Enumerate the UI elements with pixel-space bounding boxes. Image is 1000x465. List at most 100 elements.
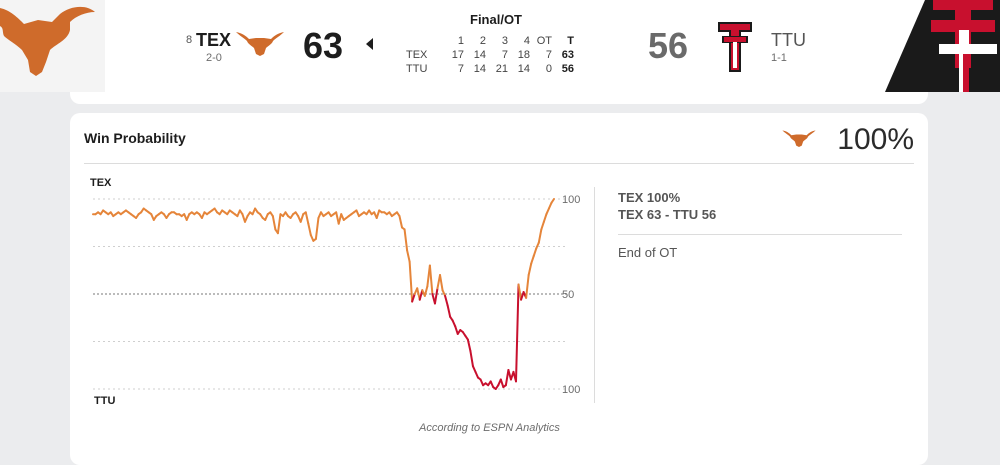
linescore-cell: 14 bbox=[473, 63, 486, 75]
win-probability-segment bbox=[314, 217, 320, 240]
win-probability-segment bbox=[499, 378, 505, 389]
linescore-team: TEX bbox=[406, 49, 428, 61]
win-probability-segment bbox=[547, 201, 553, 210]
linescore-team: TTU bbox=[406, 63, 428, 75]
win-probability-segment bbox=[433, 287, 439, 305]
win-probability-segment bbox=[200, 211, 206, 219]
win-probability-segment bbox=[474, 370, 480, 379]
ttu-abbr[interactable]: TTU bbox=[771, 30, 806, 50]
win-probability-segment bbox=[451, 319, 457, 328]
win-probability-segment bbox=[418, 289, 424, 301]
win-probability-segment bbox=[466, 338, 472, 352]
win-probability-segment bbox=[337, 213, 343, 225]
linescore-cell: 7 bbox=[545, 49, 552, 61]
linescore-table: 1 2 3 4 OT T TEX 17 14 7 18 7 63 TTU 7 1… bbox=[406, 34, 574, 76]
side-separator bbox=[618, 234, 902, 235]
side-play-text: End of OT bbox=[618, 245, 678, 260]
current-win-pct: 100% bbox=[837, 123, 914, 156]
longhorn-icon[interactable] bbox=[236, 30, 284, 61]
win-probability-segment bbox=[276, 213, 282, 235]
winner-caret-icon bbox=[366, 38, 373, 50]
win-probability-segment bbox=[264, 213, 269, 221]
win-probability-segment bbox=[479, 378, 485, 387]
win-probability-segment bbox=[428, 264, 434, 295]
side-divider bbox=[594, 187, 595, 403]
tex-record: 2-0 bbox=[206, 52, 222, 64]
win-probability-segment bbox=[406, 249, 411, 263]
win-probability-segment bbox=[439, 274, 444, 292]
linescore-cell: 17 bbox=[451, 49, 464, 61]
win-probability-segment bbox=[517, 283, 523, 301]
linescore-header: 1 bbox=[457, 35, 464, 47]
linescore-total: 63 bbox=[561, 49, 574, 61]
card-title: Win Probability bbox=[84, 130, 186, 146]
win-probability-segment bbox=[537, 228, 543, 244]
win-probability-segment bbox=[411, 293, 416, 303]
chart-y-ticks: 100 50 100 bbox=[562, 194, 580, 396]
win-probability-segment bbox=[527, 262, 533, 276]
ttu-score: 56 bbox=[648, 25, 689, 66]
chart-top-team-label: TEX bbox=[90, 177, 112, 189]
win-probability-segment bbox=[398, 215, 404, 229]
ttu-record: 1-1 bbox=[771, 52, 787, 64]
win-probability-segment bbox=[271, 215, 277, 231]
linescore-header: 3 bbox=[501, 35, 508, 47]
chart-grid bbox=[93, 198, 568, 390]
tex-rank: 8 bbox=[186, 34, 193, 46]
win-probability-segment bbox=[375, 209, 381, 219]
tex-banner-logo bbox=[0, 0, 105, 92]
linescore-total: 56 bbox=[561, 63, 574, 75]
linescore-cell: 18 bbox=[517, 49, 530, 61]
win-probability-segment bbox=[550, 198, 555, 204]
win-probability-segment bbox=[304, 211, 310, 225]
y-tick-label: 100 bbox=[562, 384, 580, 396]
linescore-cell: 14 bbox=[473, 49, 486, 61]
win-probability-segment bbox=[525, 274, 530, 299]
linescore-cell: 0 bbox=[545, 63, 552, 75]
previous-card-edge bbox=[70, 92, 928, 104]
win-probability-segment bbox=[515, 283, 520, 383]
linescore-header-total: T bbox=[567, 35, 574, 47]
win-probability-segment bbox=[504, 369, 510, 387]
win-probability-segment bbox=[446, 304, 452, 318]
win-probability-segment bbox=[471, 365, 477, 373]
linescore-row: TTU 7 14 21 14 0 56 bbox=[406, 62, 574, 76]
win-probability-segment bbox=[540, 220, 545, 231]
linescore-header: 2 bbox=[479, 35, 486, 47]
win-probability-segment bbox=[454, 325, 459, 335]
win-probability-segment bbox=[444, 294, 449, 307]
win-probability-segment bbox=[530, 255, 535, 265]
win-probability-segment bbox=[408, 260, 414, 303]
y-tick-label: 100 bbox=[562, 194, 580, 206]
longhorn-icon bbox=[782, 129, 816, 152]
win-probability-segment bbox=[469, 350, 474, 368]
tex-abbr[interactable]: TEX bbox=[196, 30, 232, 50]
win-probability-segment bbox=[403, 228, 409, 252]
y-tick-label: 50 bbox=[562, 289, 574, 301]
win-probability-segment bbox=[535, 241, 540, 250]
win-probability-segment bbox=[243, 215, 249, 223]
linescore-row: TEX 17 14 7 18 7 63 bbox=[406, 48, 574, 62]
win-probability-segment bbox=[185, 213, 191, 221]
analytics-note: According to ESPN Analytics bbox=[419, 422, 560, 434]
side-score-line: TEX 63 - TTU 56 bbox=[618, 207, 717, 222]
linescore-cell: 7 bbox=[501, 49, 508, 61]
win-probability-segment bbox=[355, 209, 360, 218]
linescore-header: 4 bbox=[523, 35, 530, 47]
linescore-cell: 14 bbox=[517, 63, 530, 75]
win-probability-chart[interactable]: 100 50 100 bbox=[70, 173, 600, 423]
double-t-icon[interactable] bbox=[718, 22, 752, 77]
game-status: Final/OT bbox=[470, 12, 522, 27]
linescore-header: OT bbox=[536, 35, 552, 47]
linescore-cell: 21 bbox=[495, 63, 508, 75]
win-probability-segment bbox=[545, 207, 550, 216]
win-probability-segment bbox=[307, 222, 312, 237]
chart-bottom-team-label: TTU bbox=[94, 395, 116, 407]
scoreboard-header: 8 TEX 2-0 63 Final/OT 1 2 3 4 OT T TEX 1… bbox=[0, 0, 1000, 92]
win-probability-segment bbox=[441, 289, 447, 297]
side-win-pct: TEX 100% bbox=[618, 190, 681, 205]
win-probability-segment bbox=[489, 380, 495, 389]
win-probability-segment bbox=[340, 213, 345, 221]
card-divider bbox=[84, 163, 914, 164]
tex-score: 63 bbox=[303, 25, 344, 66]
